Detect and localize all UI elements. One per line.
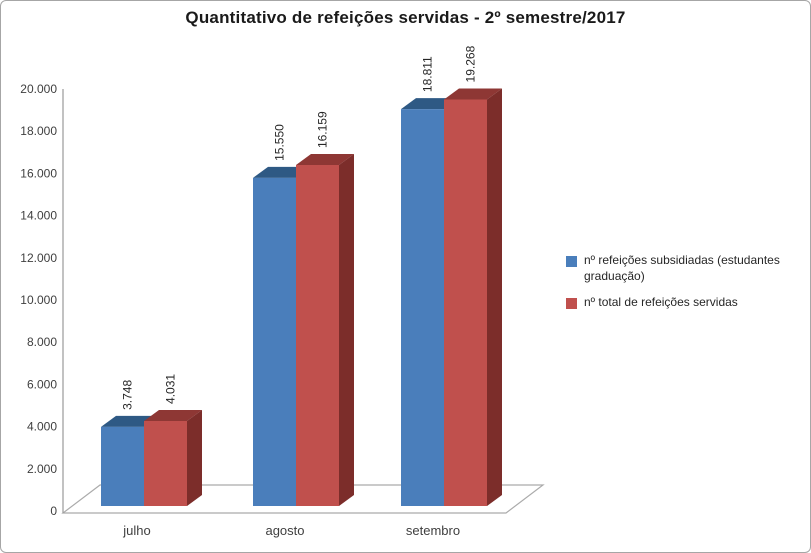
y-axis-tick-label: 20.000 [20, 82, 57, 96]
x-axis-category-label: julho [122, 523, 150, 538]
bar-top-face [144, 409, 202, 421]
bar-value-label: 3.748 [121, 380, 135, 410]
y-axis-tick-label: 10.000 [20, 293, 57, 307]
chart-title: Quantitativo de refeições servidas - 2º … [185, 8, 626, 27]
bar-group-julho-series1 [144, 409, 202, 506]
bar-group-agosto-series1 [296, 154, 354, 506]
y-axis-tick-label: 8.000 [27, 335, 57, 349]
x-axis-category-label: agosto [265, 523, 304, 538]
bar-side-face [339, 154, 354, 506]
bar-front-face [101, 426, 144, 506]
y-axis-tick-label: 4.000 [27, 420, 57, 434]
bar-value-label: 19.268 [464, 45, 478, 82]
y-axis-tick-label: 2.000 [27, 462, 57, 476]
y-axis-tick-label: 18.000 [20, 124, 57, 138]
x-axis-category-label: setembro [406, 523, 460, 538]
bar-value-label: 15.550 [273, 124, 287, 161]
bar-front-face [401, 109, 444, 507]
bar-front-face [444, 99, 487, 507]
bar-value-label: 18.811 [421, 56, 435, 92]
bar-value-label: 4.031 [164, 374, 178, 404]
y-axis-tick-label: 14.000 [20, 209, 57, 223]
bar-top-face [296, 154, 354, 166]
bar-front-face [144, 420, 187, 506]
y-axis-tick-label: 0 [50, 504, 57, 518]
bar-side-face [487, 88, 502, 507]
bar-value-label: 16.159 [316, 111, 330, 148]
legend-label: nº refeições subsidiadas (estudantes gra… [584, 253, 780, 283]
legend-item-1: nº total de refeições servidas [566, 295, 808, 311]
legend: nº refeições subsidiadas (estudantes gra… [566, 253, 808, 322]
legend-swatch [566, 298, 577, 310]
legend-swatch [566, 256, 577, 267]
bar-group-setembro-series1 [444, 88, 502, 507]
bar-side-face [187, 409, 202, 506]
y-axis-tick-label: 12.000 [20, 251, 57, 265]
legend-item-0: nº refeições subsidiadas (estudantes gra… [566, 253, 808, 284]
bar-front-face [253, 177, 296, 506]
legend-label: nº total de refeições servidas [584, 295, 738, 310]
bar-top-face [444, 88, 502, 100]
y-axis-tick-label: 6.000 [27, 377, 57, 391]
bar-front-face [296, 165, 339, 506]
y-axis-tick-label: 16.000 [20, 166, 57, 180]
